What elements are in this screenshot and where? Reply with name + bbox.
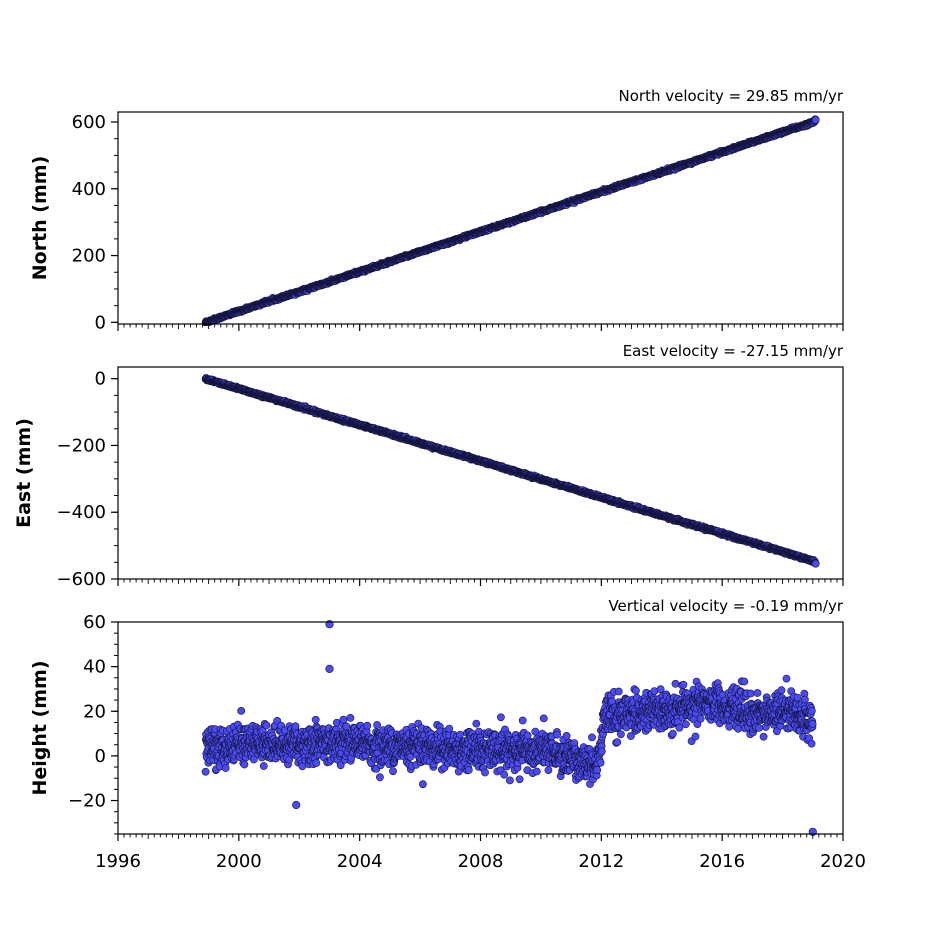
y-tick-label: −200: [57, 435, 106, 456]
y-tick-label: −600: [57, 569, 106, 590]
panel-1: North velocity = 29.85 mm/yr North (mm) 0 2…: [29, 87, 844, 333]
data-point: [812, 116, 819, 123]
y-tick-label: 0: [95, 369, 106, 390]
y-tick-label: 200: [72, 246, 106, 267]
y-tick-label: −400: [57, 502, 106, 523]
data-point: [812, 560, 819, 567]
velocity-label: East velocity = -27.15 mm/yr: [623, 342, 844, 360]
velocity-label: North velocity = 29.85 mm/yr: [619, 87, 844, 105]
y-axis-title: North (mm): [29, 156, 51, 281]
data-points: [202, 116, 819, 326]
y-tick-label: 600: [72, 112, 106, 133]
y-tick-label: 0: [95, 312, 106, 333]
y-axis-title: East (mm): [13, 418, 35, 528]
y-tick-label: 400: [72, 179, 106, 200]
panel-2: East velocity = -27.15 mm/yr East (mm) 0 −2…: [13, 342, 844, 590]
plot-frame: [118, 367, 843, 579]
data-points: [202, 374, 819, 567]
